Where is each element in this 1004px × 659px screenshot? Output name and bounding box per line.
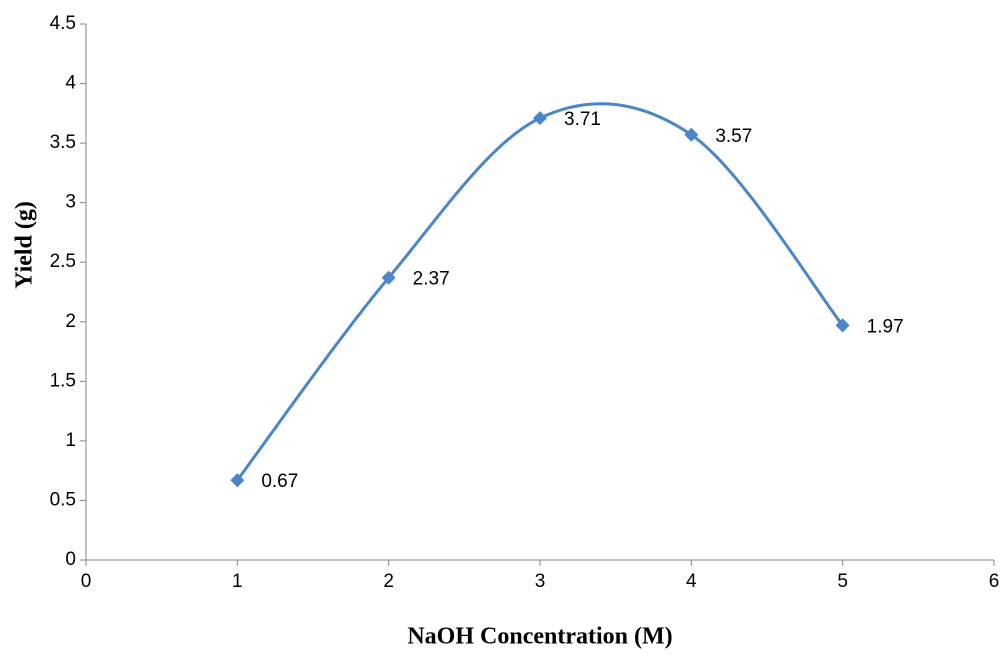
y-tick-label: 4 (65, 73, 76, 94)
data-label: 1.97 (867, 316, 904, 337)
y-tick-label: 1 (65, 430, 76, 451)
y-tick-label: 3 (65, 192, 76, 213)
marker (381, 270, 396, 285)
x-tick-label: 6 (989, 571, 1000, 592)
x-tick-label: 5 (837, 571, 848, 592)
series-line (236, 102, 844, 482)
x-axis-title: NaOH Concentration (M) (407, 624, 672, 650)
y-tick-label: 0.5 (50, 489, 76, 510)
marker (230, 473, 245, 488)
y-tick-label: 3.5 (50, 132, 76, 153)
marker (684, 127, 699, 142)
x-tick-label: 4 (686, 571, 697, 592)
marker (533, 111, 547, 126)
x-tick-label: 0 (81, 571, 92, 592)
y-tick-label: 0 (65, 549, 76, 570)
y-tick-label: 4.5 (50, 13, 76, 34)
marker (835, 318, 850, 333)
data-label: 3.71 (564, 109, 601, 130)
y-axis-title: Yield (g) (12, 201, 38, 289)
x-tick-label: 1 (232, 571, 243, 592)
x-tick-label: 2 (383, 571, 394, 592)
data-label: 0.67 (261, 471, 298, 492)
y-tick-label: 2.5 (50, 251, 76, 272)
data-label: 3.57 (715, 126, 752, 147)
data-label: 2.37 (413, 269, 450, 290)
y-tick-label: 2 (65, 311, 76, 332)
x-tick-label: 3 (535, 571, 546, 592)
y-tick-label: 1.5 (50, 370, 76, 391)
